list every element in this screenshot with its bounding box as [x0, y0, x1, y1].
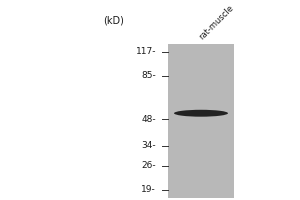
- Text: 85-: 85-: [141, 71, 156, 80]
- Bar: [168, 44, 234, 198]
- Text: 26-: 26-: [141, 161, 156, 170]
- Text: 48-: 48-: [141, 115, 156, 124]
- Text: 117-: 117-: [136, 47, 156, 56]
- Ellipse shape: [174, 110, 228, 117]
- Text: 34-: 34-: [141, 141, 156, 150]
- Text: 19-: 19-: [141, 185, 156, 194]
- Text: rat-muscle: rat-muscle: [198, 4, 236, 42]
- Text: (kD): (kD): [103, 15, 124, 25]
